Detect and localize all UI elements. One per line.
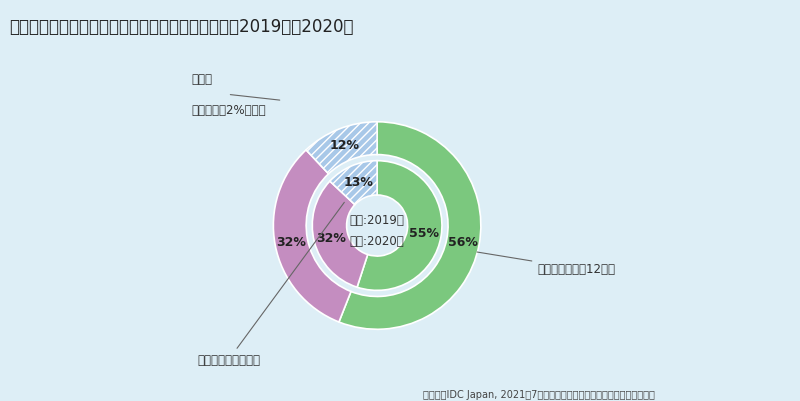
Text: 外資系企業（計12社）: 外資系企業（計12社） <box>477 252 615 275</box>
Text: 32%: 32% <box>276 236 306 249</box>
Wedge shape <box>330 161 377 205</box>
Wedge shape <box>357 161 442 291</box>
Text: 56%: 56% <box>448 236 478 249</box>
Wedge shape <box>312 182 368 288</box>
Text: 55%: 55% <box>410 227 439 240</box>
Text: （出典）IDC Japan, 2021年7月「国内情報セキュリティ製品市場シェア、
2020年：外部脅威対策および内部脅威対策」(JPJ46567421）を基に: （出典）IDC Japan, 2021年7月「国内情報セキュリティ製品市場シェア… <box>423 389 654 401</box>
Text: 内側:2019年: 内側:2019年 <box>350 213 405 226</box>
Text: 12%: 12% <box>330 138 360 152</box>
Text: 13%: 13% <box>343 176 373 189</box>
Text: その他: その他 <box>191 73 212 86</box>
Wedge shape <box>306 122 377 174</box>
Text: 32%: 32% <box>316 231 346 244</box>
Text: （シェア率2%未満）: （シェア率2%未満） <box>191 104 266 117</box>
Wedge shape <box>339 122 481 330</box>
Text: 国内情報セキュリティ製品市場シェア（売上額）　2019年〜2020年: 国内情報セキュリティ製品市場シェア（売上額） 2019年〜2020年 <box>10 18 354 36</box>
Text: 国内企業（計４社）: 国内企業（計４社） <box>197 203 344 367</box>
Wedge shape <box>274 150 351 322</box>
Text: 外側:2020年: 外側:2020年 <box>350 235 405 248</box>
